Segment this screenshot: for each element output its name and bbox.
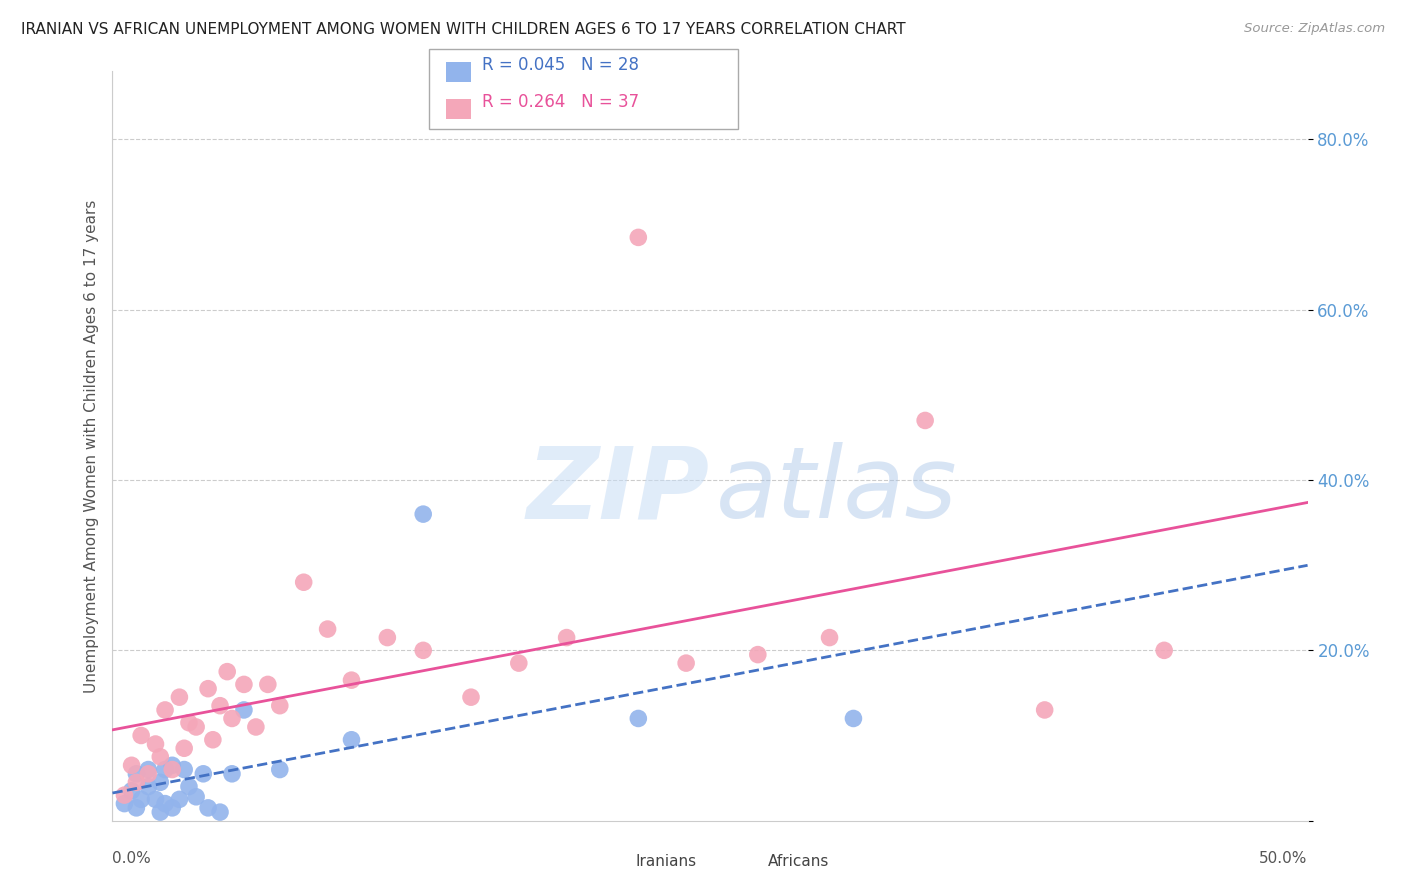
Point (555, 631, 578, 645)
Point (114, 797, 135, 811)
Point (121, 784, 143, 798)
Text: Iranians: Iranians (636, 854, 697, 869)
Y-axis label: Unemployment Among Women with Children Ages 6 to 17 years: Unemployment Among Women with Children A… (83, 199, 98, 693)
Point (747, 648, 769, 662)
Point (138, 767, 160, 781)
Point (186, 720, 208, 734)
Point (508, 656, 530, 670)
Point (149, 749, 172, 764)
Point (114, 788, 135, 802)
Point (209, 805, 232, 819)
Point (153, 797, 176, 811)
Point (914, 413, 936, 427)
Point (245, 720, 267, 734)
Point (221, 767, 243, 781)
Text: IRANIAN VS AFRICAN UNEMPLOYMENT AMONG WOMEN WITH CHILDREN AGES 6 TO 17 YEARS COR: IRANIAN VS AFRICAN UNEMPLOYMENT AMONG WO… (21, 22, 905, 37)
Point (149, 805, 172, 819)
FancyBboxPatch shape (734, 852, 761, 871)
Point (460, 690, 482, 705)
Point (138, 780, 160, 794)
Point (149, 775, 172, 789)
Point (125, 801, 148, 815)
Text: Source: ZipAtlas.com: Source: ZipAtlas.com (1244, 22, 1385, 36)
Point (1033, 703, 1056, 717)
Point (162, 758, 183, 772)
Point (197, 681, 219, 696)
Point (269, 763, 291, 777)
Text: R = 0.264   N = 37: R = 0.264 N = 37 (482, 93, 640, 111)
Text: R = 0.045   N = 28: R = 0.045 N = 28 (482, 56, 640, 74)
Point (292, 575, 315, 590)
Text: ZIP: ZIP (527, 442, 710, 540)
Text: Africans: Africans (768, 854, 828, 869)
Point (129, 792, 152, 806)
Point (193, 767, 215, 781)
Point (153, 763, 176, 777)
Point (1153, 643, 1175, 657)
Text: 50.0%: 50.0% (1260, 851, 1308, 865)
Point (412, 643, 434, 657)
Point (233, 703, 256, 717)
Point (340, 673, 363, 688)
Point (197, 801, 219, 815)
Point (186, 789, 208, 804)
Point (842, 711, 865, 725)
Point (233, 677, 256, 691)
Point (201, 732, 224, 747)
Point (818, 631, 841, 645)
Point (169, 690, 191, 705)
Point (173, 763, 195, 777)
Point (145, 737, 167, 751)
Point (209, 698, 232, 713)
Point (221, 711, 243, 725)
Point (169, 792, 191, 806)
Point (177, 715, 200, 730)
Point (675, 656, 697, 670)
Point (316, 622, 339, 636)
Point (121, 758, 143, 772)
Point (177, 780, 200, 794)
Point (627, 711, 650, 725)
Point (257, 677, 280, 691)
FancyBboxPatch shape (603, 852, 628, 871)
Point (412, 507, 434, 521)
Point (217, 665, 239, 679)
Point (138, 763, 160, 777)
Point (340, 732, 363, 747)
Point (125, 775, 148, 789)
Text: 0.0%: 0.0% (112, 851, 152, 865)
Point (269, 698, 291, 713)
Point (162, 801, 183, 815)
Point (125, 767, 148, 781)
Text: atlas: atlas (716, 442, 957, 540)
Point (129, 729, 152, 743)
Point (162, 763, 183, 777)
Point (145, 792, 167, 806)
Point (627, 230, 650, 244)
Point (377, 631, 399, 645)
Point (173, 741, 195, 756)
Point (153, 703, 176, 717)
